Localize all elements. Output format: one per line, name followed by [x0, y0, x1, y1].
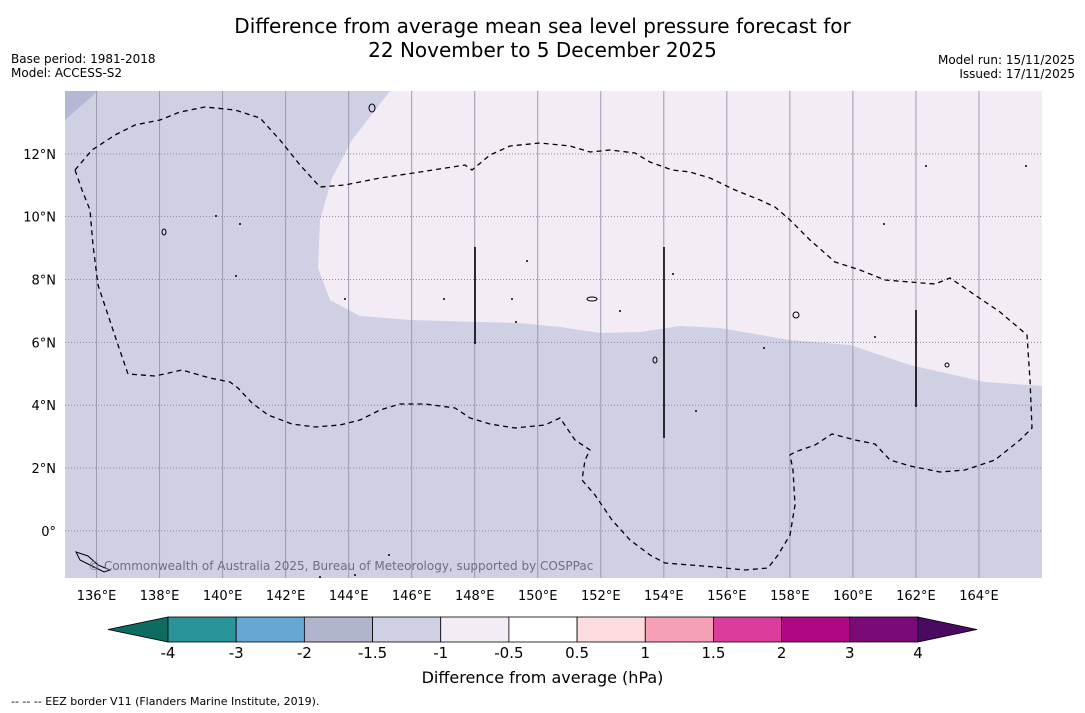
island-dot — [925, 165, 927, 167]
lat-tick-label: 10°N — [23, 211, 56, 226]
colorbar-segment — [576, 616, 646, 643]
base-period: Base period: 1981-2018 — [11, 52, 156, 66]
colorbar-tick-label: 1 — [640, 644, 650, 662]
lon-tick-label: 150°E — [518, 589, 558, 604]
island-dot — [511, 298, 513, 300]
issued-date: Issued: 17/11/2025 — [959, 67, 1075, 81]
colorbar-segment — [508, 616, 578, 643]
model-run: Model run: 15/11/2025 — [937, 53, 1075, 67]
colorbar-segment — [167, 616, 237, 643]
island-dot — [354, 574, 356, 576]
colorbar-under-arrow — [107, 616, 169, 643]
island — [944, 362, 950, 368]
island-dot — [526, 260, 528, 262]
colorbar-segment — [781, 616, 851, 643]
colorbar-title: Difference from average (hPa) — [421, 668, 664, 687]
colorbar-segment — [372, 616, 442, 643]
island-dot — [1025, 165, 1027, 167]
island-dot — [443, 298, 445, 300]
island-dot — [235, 275, 237, 277]
island-dot — [672, 273, 674, 275]
lat-tick-label: 0° — [41, 525, 56, 540]
island-dot — [388, 554, 390, 556]
region-north-west-corner — [65, 91, 98, 120]
lon-tick-label: 154°E — [644, 589, 684, 604]
title-line-1: Difference from average mean sea level p… — [234, 14, 851, 38]
island — [161, 228, 167, 236]
island-dot — [319, 576, 321, 578]
lat-tick-label: 8°N — [32, 274, 57, 289]
island-dot — [695, 410, 697, 412]
colorbar: -4 -3 -2 -1.5 -1 -0.5 0.5 1 1.5 2 3 4 — [107, 616, 978, 662]
colorbar-segment — [235, 616, 305, 643]
colorbar-segment — [440, 616, 510, 643]
lon-tick-label: 152°E — [581, 589, 621, 604]
eez-footnote: -- -- -- EEZ border V11 (Flanders Marine… — [11, 695, 320, 708]
lon-tick-label: 138°E — [140, 589, 180, 604]
island-dot — [883, 223, 885, 225]
lon-tick-label: 144°E — [329, 589, 369, 604]
colorbar-tick-label: -4 — [161, 644, 176, 662]
colorbar-segment — [849, 616, 919, 643]
colorbar-tick-label: 2 — [777, 644, 787, 662]
island — [368, 103, 376, 113]
colorbar-segment — [713, 616, 783, 643]
colorbar-tick-label: 4 — [913, 644, 923, 662]
meta-left: Base period: 1981-2018 Model: ACCESS-S2 — [11, 52, 156, 80]
lat-tick-label: 12°N — [23, 148, 56, 163]
colorbar-tick-label: 1.5 — [702, 644, 726, 662]
lon-tick-label: 156°E — [707, 589, 747, 604]
lon-tick-label: 148°E — [455, 589, 495, 604]
island — [75, 551, 112, 573]
island-dot — [239, 223, 241, 225]
lon-tick-label: 142°E — [266, 589, 306, 604]
colorbar-tick-label: -1.5 — [358, 644, 387, 662]
chart-title: Difference from average mean sea level p… — [0, 14, 1085, 62]
colorbar-segment — [644, 616, 714, 643]
model-name: Model: ACCESS-S2 — [11, 66, 123, 80]
map-area: 136°E 138°E 140°E 142°E 144°E 146°E 148°E 150°E… — [23, 91, 1042, 604]
island-dot — [763, 347, 765, 349]
island-dot — [344, 298, 346, 300]
lon-tick-label: 140°E — [203, 589, 243, 604]
colorbar-tick-label: -0.5 — [494, 644, 523, 662]
eez-border — [74, 106, 1033, 571]
island-dot — [215, 215, 217, 217]
island-dot — [515, 321, 517, 323]
colorbar-tick-label: 3 — [845, 644, 855, 662]
lat-tick-label: 2°N — [32, 462, 57, 477]
lat-tick-label: 6°N — [32, 336, 57, 351]
lon-tick-label: 162°E — [896, 589, 936, 604]
island — [792, 311, 800, 319]
lon-tick-label: 136°E — [77, 589, 117, 604]
title-line-2: 22 November to 5 December 2025 — [368, 38, 717, 62]
island — [652, 356, 658, 364]
colorbar-tick-label: -3 — [229, 644, 244, 662]
island-dot — [874, 336, 876, 338]
lon-tick-label: 146°E — [392, 589, 432, 604]
colorbar-tick-label: 0.5 — [565, 644, 589, 662]
meta-right: Model run: 15/11/2025 Issued: 17/11/2025 — [938, 53, 1075, 81]
colorbar-over-arrow — [917, 616, 978, 643]
colorbar-tick-label: -2 — [297, 644, 312, 662]
copyright-text: © Commonwealth of Australia 2025, Bureau… — [88, 559, 593, 573]
region-north-east — [318, 91, 1042, 386]
lat-tick-label: 4°N — [32, 399, 57, 414]
colorbar-tick-label: -1 — [433, 644, 448, 662]
lon-tick-label: 158°E — [770, 589, 810, 604]
island-dot — [619, 310, 621, 312]
island — [586, 296, 598, 302]
lon-tick-label: 164°E — [959, 589, 999, 604]
lon-tick-label: 160°E — [833, 589, 873, 604]
colorbar-segment — [303, 616, 373, 643]
